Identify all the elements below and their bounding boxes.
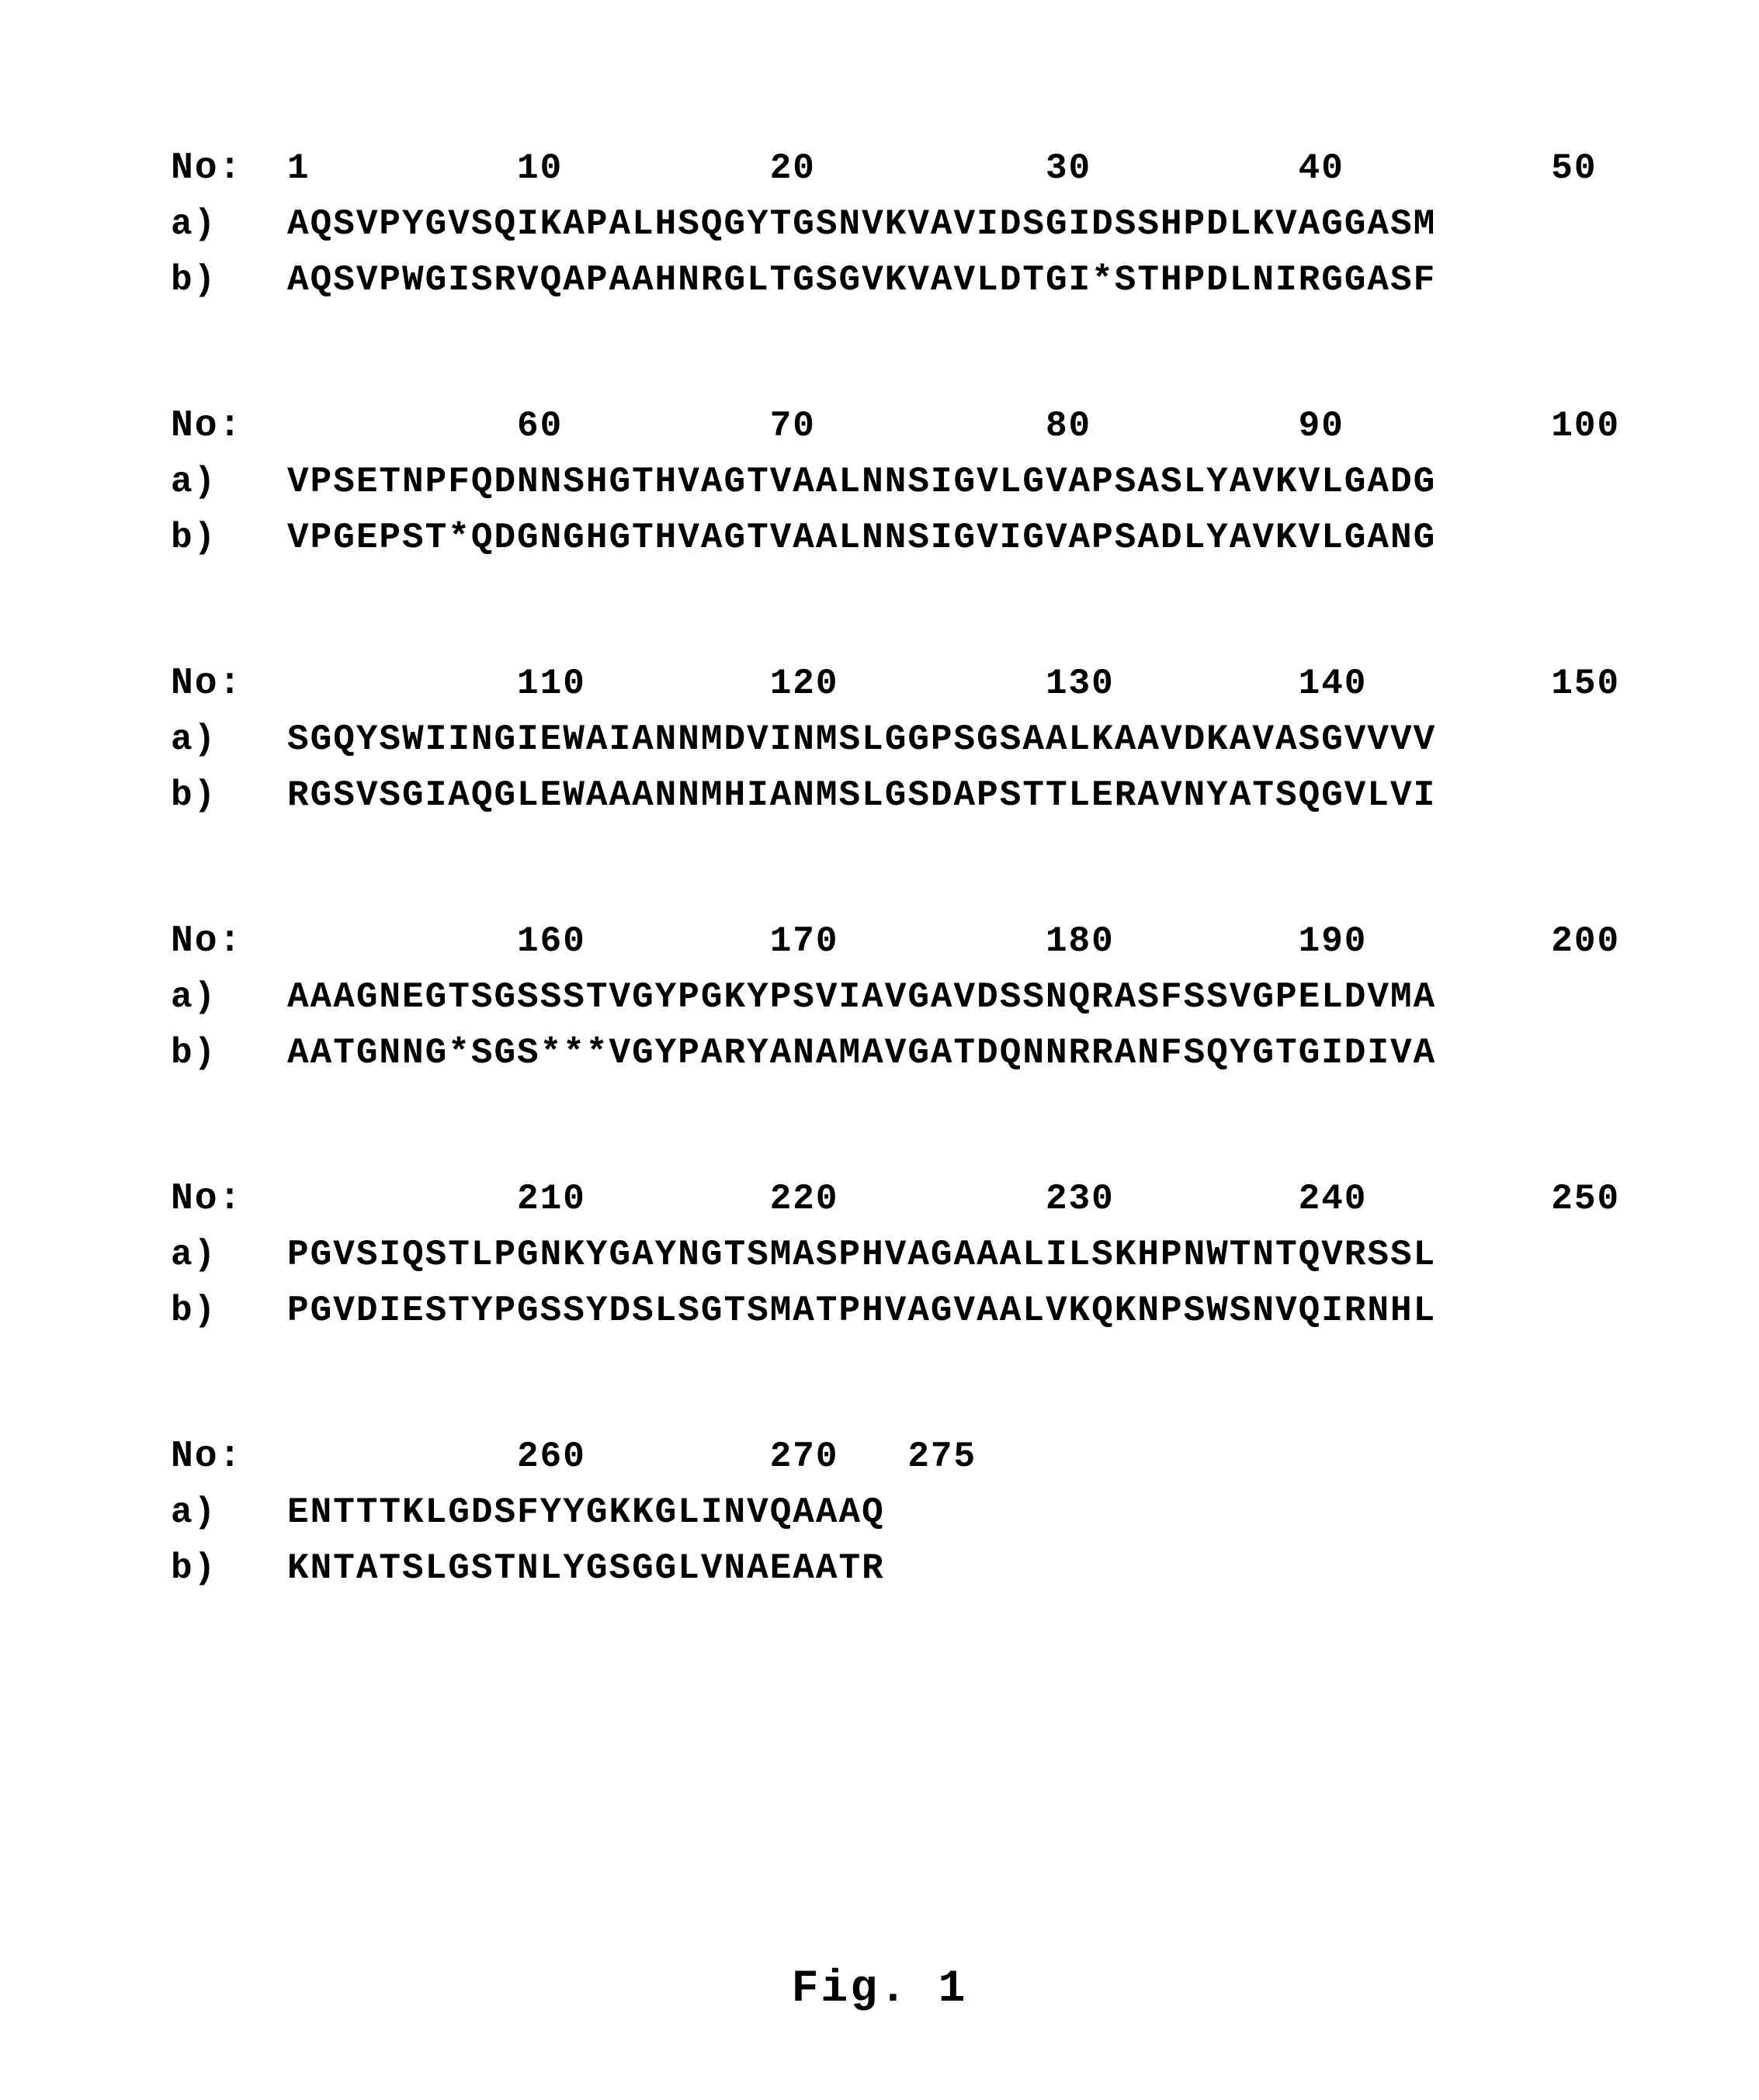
row-a-label: a) bbox=[171, 197, 287, 252]
row-a-label: a) bbox=[171, 455, 287, 510]
sequence-row-b: b)RGSVSGIAQGLEWAAANNMHIANMSLGSDAPSTTLERA… bbox=[171, 768, 1643, 823]
sequence-row-b: b)KNTATSLGSTNLYGSGGLVNAEAATR bbox=[171, 1541, 1643, 1596]
ruler-row: No: 60 70 80 90 100 bbox=[171, 397, 1643, 455]
ruler-row: No: 160 170 180 190 200 bbox=[171, 913, 1643, 970]
row-a-label: a) bbox=[171, 1228, 287, 1283]
alignment-block: No: 160 170 180 190 200a)AAAGNEGTSGSSSTV… bbox=[171, 913, 1643, 1081]
sequence-row-b: b)AATGNNG*SGS***VGYPARYANAMAVGATDQNNRRAN… bbox=[171, 1026, 1643, 1081]
sequence-alignment-page: No:1 10 20 30 40 50a)AQSVPYGVSQIKAPALHSQ… bbox=[0, 0, 1759, 1596]
alignment-block: No:1 10 20 30 40 50a)AQSVPYGVSQIKAPALHSQ… bbox=[171, 140, 1643, 308]
row-a-label: a) bbox=[171, 1485, 287, 1540]
row-b-label: b) bbox=[171, 1284, 287, 1339]
ruler-numbers: 1 10 20 30 40 50 bbox=[287, 141, 1597, 196]
sequence-b: KNTATSLGSTNLYGSGGLVNAEAATR bbox=[287, 1541, 885, 1596]
sequence-b: PGVDIESTYPGSSYDSLSGTSMATPHVAGVAALVKQKNPS… bbox=[287, 1284, 1436, 1339]
row-b-label: b) bbox=[171, 511, 287, 566]
row-a-label: a) bbox=[171, 712, 287, 768]
sequence-row-a: a)VPSETNPFQDNNSHGTHVAGTVAALNNSIGVLGVAPSA… bbox=[171, 455, 1643, 510]
ruler-label: No: bbox=[171, 655, 287, 712]
sequence-a: AAAGNEGTSGSSSTVGYPGKYPSVIAVGAVDSSNQRASFS… bbox=[287, 970, 1436, 1025]
sequence-b: AATGNNG*SGS***VGYPARYANAMAVGATDQNNRRANFS… bbox=[287, 1026, 1436, 1081]
sequence-row-b: b)VPGEPST*QDGNGHGTHVAGTVAALNNSIGVIGVAPSA… bbox=[171, 511, 1643, 566]
row-b-label: b) bbox=[171, 253, 287, 308]
ruler-label: No: bbox=[171, 1170, 287, 1228]
ruler-numbers: 210 220 230 240 250 bbox=[287, 1172, 1620, 1227]
alignment-block: No: 110 120 130 140 150a)SGQYSWIINGIEWAI… bbox=[171, 655, 1643, 823]
sequence-row-a: a)PGVSIQSTLPGNKYGAYNGTSMASPHVAGAAALILSKH… bbox=[171, 1228, 1643, 1283]
ruler-label: No: bbox=[171, 1428, 287, 1485]
sequence-row-b: b)AQSVPWGISRVQAPAAHNRGLTGSGVKVAVLDTGI*ST… bbox=[171, 253, 1643, 308]
sequence-a: SGQYSWIINGIEWAIANNMDVINMSLGGPSGSAALKAAVD… bbox=[287, 712, 1436, 768]
sequence-b: VPGEPST*QDGNGHGTHVAGTVAALNNSIGVIGVAPSADL… bbox=[287, 511, 1436, 566]
row-b-label: b) bbox=[171, 1026, 287, 1081]
sequence-row-a: a)AQSVPYGVSQIKAPALHSQGYTGSNVKVAVIDSGIDSS… bbox=[171, 197, 1643, 252]
ruler-label: No: bbox=[171, 140, 287, 197]
sequence-a: PGVSIQSTLPGNKYGAYNGTSMASPHVAGAAALILSKHPN… bbox=[287, 1228, 1436, 1283]
sequence-b: AQSVPWGISRVQAPAAHNRGLTGSGVKVAVLDTGI*STHP… bbox=[287, 253, 1436, 308]
sequence-row-a: a)SGQYSWIINGIEWAIANNMDVINMSLGGPSGSAALKAA… bbox=[171, 712, 1643, 768]
sequence-a: VPSETNPFQDNNSHGTHVAGTVAALNNSIGVLGVAPSASL… bbox=[287, 455, 1436, 510]
sequence-b: RGSVSGIAQGLEWAAANNMHIANMSLGSDAPSTTLERAVN… bbox=[287, 768, 1436, 823]
sequence-row-b: b)PGVDIESTYPGSSYDSLSGTSMATPHVAGVAALVKQKN… bbox=[171, 1284, 1643, 1339]
ruler-numbers: 160 170 180 190 200 bbox=[287, 914, 1620, 969]
row-a-label: a) bbox=[171, 970, 287, 1025]
ruler-numbers: 110 120 130 140 150 bbox=[287, 657, 1620, 712]
alignment-block: No: 60 70 80 90 100a)VPSETNPFQDNNSHGTHVA… bbox=[171, 397, 1643, 566]
ruler-row: No:1 10 20 30 40 50 bbox=[171, 140, 1643, 197]
ruler-row: No: 260 270 275 bbox=[171, 1428, 1643, 1485]
row-b-label: b) bbox=[171, 1541, 287, 1596]
ruler-label: No: bbox=[171, 913, 287, 970]
row-b-label: b) bbox=[171, 768, 287, 823]
sequence-row-a: a)AAAGNEGTSGSSSTVGYPGKYPSVIAVGAVDSSNQRAS… bbox=[171, 970, 1643, 1025]
ruler-row: No: 110 120 130 140 150 bbox=[171, 655, 1643, 712]
sequence-a: AQSVPYGVSQIKAPALHSQGYTGSNVKVAVIDSGIDSSHP… bbox=[287, 197, 1436, 252]
alignment-block: No: 260 270 275a)ENTTTKLGDSFYYGKKGLINVQA… bbox=[171, 1428, 1643, 1596]
ruler-numbers: 60 70 80 90 100 bbox=[287, 399, 1620, 454]
alignment-block: No: 210 220 230 240 250a)PGVSIQSTLPGNKYG… bbox=[171, 1170, 1643, 1339]
figure-caption: Fig. 1 bbox=[0, 1964, 1759, 2015]
sequence-a: ENTTTKLGDSFYYGKKGLINVQAAAQ bbox=[287, 1485, 885, 1540]
ruler-row: No: 210 220 230 240 250 bbox=[171, 1170, 1643, 1228]
ruler-numbers: 260 270 275 bbox=[287, 1429, 977, 1485]
sequence-row-a: a)ENTTTKLGDSFYYGKKGLINVQAAAQ bbox=[171, 1485, 1643, 1540]
ruler-label: No: bbox=[171, 397, 287, 455]
